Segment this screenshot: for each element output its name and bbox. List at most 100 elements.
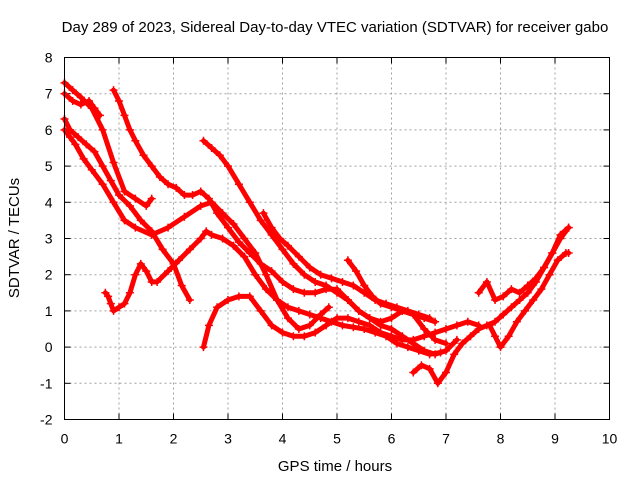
series-line	[62, 116, 193, 303]
data-point	[164, 223, 173, 232]
data-point	[387, 303, 396, 312]
data-point	[273, 296, 282, 305]
data-point	[338, 321, 347, 330]
data-point	[398, 306, 407, 315]
data-point	[76, 100, 85, 109]
data-point	[76, 93, 85, 102]
data-point	[327, 274, 336, 283]
data-point	[521, 306, 530, 315]
data-point	[515, 288, 524, 297]
series-arc-12	[474, 223, 573, 305]
data-point	[352, 267, 361, 276]
data-point	[311, 288, 320, 297]
data-point	[294, 306, 303, 315]
data-point	[68, 96, 77, 105]
data-point	[218, 234, 227, 243]
data-point	[147, 162, 156, 171]
data-point	[360, 281, 369, 290]
data-point	[262, 285, 271, 294]
data-point	[68, 86, 77, 95]
data-point	[365, 314, 374, 323]
data-point	[499, 292, 508, 301]
x-tick-label: 0	[61, 431, 69, 447]
data-point	[125, 288, 134, 297]
data-point	[90, 104, 99, 113]
data-point	[229, 220, 238, 229]
data-point	[409, 310, 418, 319]
series-line	[62, 91, 103, 118]
data-point	[153, 277, 162, 286]
data-point	[420, 332, 429, 341]
data-point	[431, 350, 440, 359]
data-point	[65, 133, 74, 142]
data-point	[136, 259, 145, 268]
data-point	[283, 303, 292, 312]
data-point	[333, 314, 341, 323]
data-point	[256, 216, 265, 225]
x-tick-label: 7	[442, 431, 450, 447]
data-point	[360, 325, 369, 333]
x-tick-label: 8	[497, 431, 505, 447]
data-point	[196, 234, 205, 243]
data-point	[256, 306, 265, 315]
data-point	[125, 201, 134, 210]
data-point	[311, 277, 320, 286]
data-point	[354, 317, 363, 326]
y-axis-title: SDTVAR / TECUs	[6, 178, 23, 298]
data-point	[147, 194, 156, 203]
data-point	[120, 299, 129, 308]
data-point	[251, 270, 260, 279]
data-point	[387, 332, 396, 341]
y-tick-labels: -2 -1 0 1 2 3 4 5 6 7 8	[40, 50, 53, 428]
data-point	[125, 125, 134, 134]
series-line	[62, 80, 155, 209]
data-point	[213, 303, 222, 312]
data-point	[106, 299, 115, 308]
data-point	[420, 314, 429, 323]
data-point	[215, 151, 224, 160]
series-line	[410, 225, 572, 386]
data-point	[420, 346, 429, 355]
data-point	[463, 317, 472, 326]
data-point	[431, 335, 440, 344]
data-point	[155, 172, 164, 181]
data-point	[142, 201, 151, 210]
data-point	[98, 162, 107, 171]
data-point	[417, 361, 426, 370]
data-point	[564, 248, 573, 257]
data-point	[420, 325, 429, 333]
data-point	[474, 288, 483, 297]
data-point	[515, 296, 524, 305]
data-point	[164, 180, 173, 189]
data-point	[523, 281, 532, 290]
data-point	[324, 303, 333, 312]
data-point	[224, 296, 232, 305]
series-arc-13	[485, 248, 573, 352]
x-tick-label: 1	[115, 431, 123, 447]
data-point	[316, 270, 325, 279]
data-point	[199, 343, 208, 352]
data-point	[300, 288, 309, 297]
data-point	[109, 86, 118, 95]
data-point	[403, 343, 412, 352]
data-point	[267, 321, 276, 330]
y-tick-label: 7	[45, 86, 53, 102]
data-point	[224, 223, 232, 232]
data-point	[531, 274, 540, 283]
data-point	[174, 256, 183, 265]
data-point	[115, 191, 123, 200]
series-arc-5	[101, 227, 445, 359]
data-point	[322, 281, 331, 290]
data-point	[240, 252, 249, 261]
data-point	[376, 321, 385, 330]
data-point	[365, 321, 374, 330]
data-point	[115, 96, 123, 105]
data-point	[262, 270, 271, 279]
data-point	[180, 212, 189, 221]
data-point	[512, 317, 521, 326]
data-point	[349, 323, 358, 332]
data-point	[185, 245, 194, 254]
series-arc-10	[343, 256, 440, 326]
data-point	[499, 310, 508, 319]
